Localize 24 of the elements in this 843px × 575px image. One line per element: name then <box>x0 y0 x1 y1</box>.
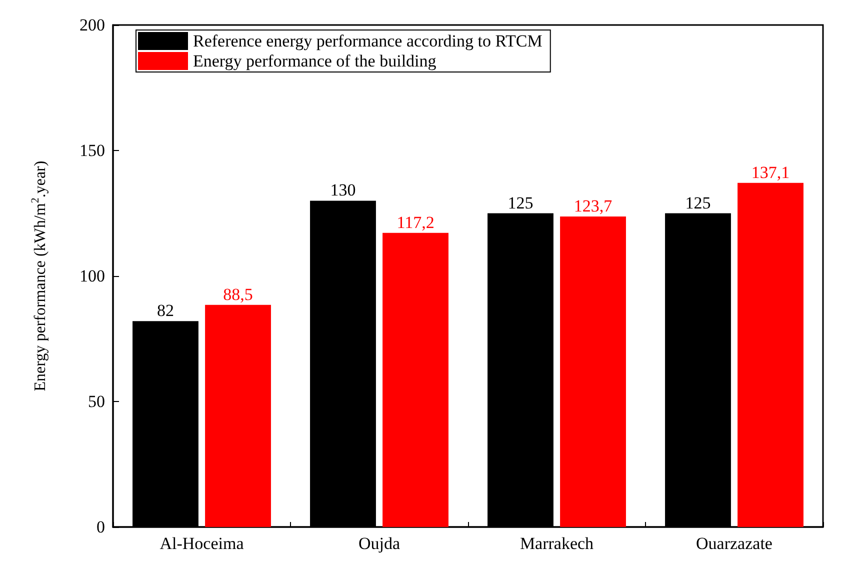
legend-label: Energy performance of the building <box>193 52 437 70</box>
y-tick-label: 150 <box>80 141 105 160</box>
y-tick-label: 200 <box>80 16 105 34</box>
bar <box>738 182 804 527</box>
y-tick-label: 0 <box>96 518 105 536</box>
data-label: 88,5 <box>223 284 253 304</box>
data-label: 125 <box>508 193 534 212</box>
bar <box>205 304 271 527</box>
bar <box>382 232 448 527</box>
y-tick-label: 100 <box>80 266 105 286</box>
x-tick-label: Al-Hoceima <box>160 534 244 553</box>
data-label: 125 <box>685 193 711 212</box>
data-label: 117,2 <box>396 212 434 232</box>
y-tick-label: 50 <box>88 392 105 411</box>
y-axis-title: Energy performance (kWh/m2.year) <box>30 160 49 392</box>
x-tick-label: Oujda <box>358 534 400 553</box>
x-tick-label: Ouarzazate <box>696 534 772 553</box>
data-label: 130 <box>330 180 356 200</box>
data-label: 82 <box>156 301 174 320</box>
bar <box>560 216 626 527</box>
legend-label: Reference energy performance according to RTCM <box>193 32 542 50</box>
data-label: 137,1 <box>751 162 790 182</box>
data-label: 123,7 <box>574 196 613 216</box>
x-tick-label: Marrakech <box>520 534 594 553</box>
